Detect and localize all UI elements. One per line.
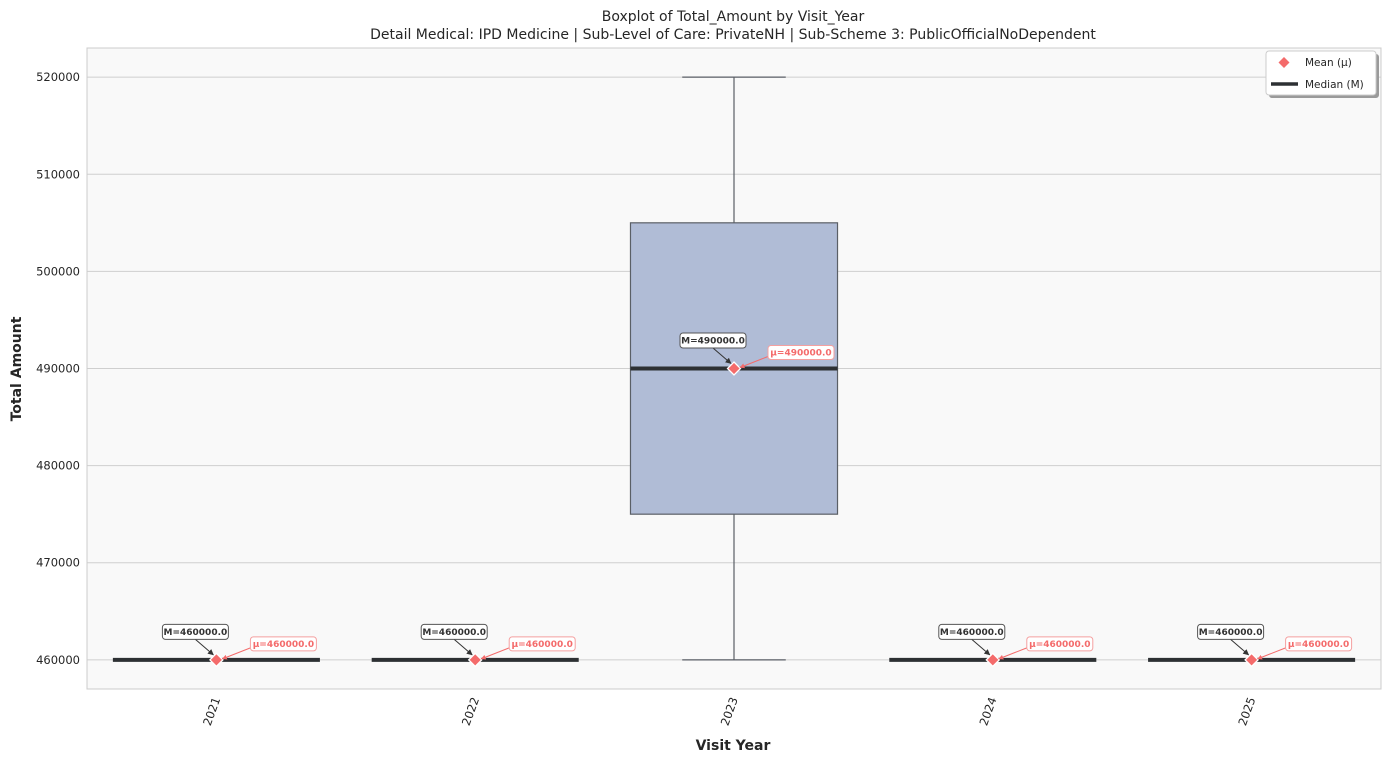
y-tick-label: 510000 (36, 167, 80, 181)
median-annotation-label: M=460000.0 (1199, 628, 1263, 638)
mean-annotation-arrow (1257, 647, 1286, 660)
annotations: M=460000.0 μ=460000.0 M=460000.0 μ=460000.0… (161, 332, 1353, 660)
mean-marker (726, 361, 742, 376)
y-axis-label: Total Amount (9, 316, 25, 421)
mean-annotation-label: μ=460000.0 (511, 640, 572, 650)
mean-annotation-label: μ=490000.0 (770, 349, 831, 359)
plot-frame (86, 47, 1382, 690)
y-tick-label: 490000 (36, 362, 80, 376)
mean-annotation-arrow (480, 647, 510, 660)
mean-annotation-box (1285, 636, 1353, 652)
y-tick-label: 480000 (36, 459, 80, 473)
legend: Mean (μ) Median (M) (1265, 50, 1379, 98)
median-annotation-label: M=460000.0 (422, 628, 486, 638)
mean-marker (985, 652, 1001, 668)
y-tick-label: 520000 (36, 70, 80, 84)
mean-annotation-box (767, 345, 835, 360)
x-tick-label: 2025 (1235, 695, 1258, 727)
median-annotation-box (420, 623, 488, 640)
x-tick-label: 2024 (976, 695, 999, 727)
mean-annotation-box (249, 636, 317, 652)
legend-median-label: Median (M) (1305, 79, 1364, 91)
boxes (112, 76, 1356, 668)
x-tick-label: 2022 (459, 695, 482, 727)
median-annotation-arrow (712, 347, 732, 364)
mean-annotation-box (508, 636, 576, 652)
median-annotation-label: M=460000.0 (164, 628, 228, 638)
x-axis-label: Visit Year (696, 738, 771, 754)
mean-marker (1244, 652, 1260, 668)
median-annotation-box (938, 623, 1006, 640)
median-annotation-arrow (971, 638, 991, 656)
mean-annotation-arrow (739, 356, 769, 369)
median-annotation-label: M=460000.0 (940, 628, 1004, 638)
median-annotation-arrow (453, 638, 473, 656)
y-tick-label: 500000 (36, 264, 80, 278)
chart-subtitle: Detail Medical: IPD Medicine | Sub-Level… (370, 27, 1096, 43)
median-annotation-arrow (1230, 638, 1250, 656)
legend-mean-marker (1278, 57, 1290, 68)
median-annotation-box (679, 332, 747, 349)
mean-annotation-arrow (221, 647, 251, 660)
mean-annotation-label: μ=460000.0 (253, 640, 314, 650)
median-annotation-label: M=490000.0 (681, 337, 745, 347)
x-tick-label: 2021 (200, 695, 223, 727)
chart-title: Boxplot of Total_Amount by Visit_Year (602, 9, 865, 25)
mean-annotation-box (1026, 636, 1094, 652)
x-tick-label: 2023 (718, 695, 741, 727)
mean-annotation-label: μ=460000.0 (1029, 640, 1090, 650)
mean-annotation-arrow (998, 647, 1027, 660)
y-tick-label: 470000 (36, 556, 80, 570)
mean-marker (208, 652, 224, 668)
mean-annotation-label: μ=460000.0 (1288, 640, 1349, 650)
legend-mean-label: Mean (μ) (1305, 57, 1352, 69)
y-tick-label: 460000 (36, 653, 80, 667)
median-annotation-box (1197, 623, 1265, 640)
median-annotation-box (161, 623, 229, 640)
median-annotation-arrow (195, 638, 214, 656)
mean-marker (467, 652, 483, 668)
y-ticks: 460000 470000 480000 490000 500000 510000 5200… (36, 70, 80, 667)
x-ticks: 2021 2022 2023 2024 2025 (200, 695, 1258, 727)
